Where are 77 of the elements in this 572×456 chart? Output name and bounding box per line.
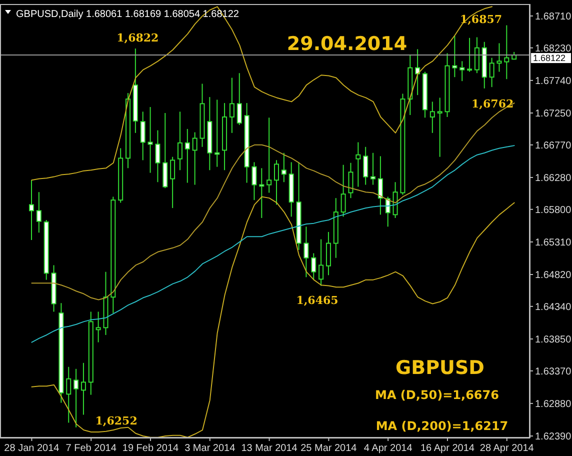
y-tick-label: 1.64340: [535, 302, 572, 313]
x-tick-label: 13 Mar 2014: [241, 443, 298, 454]
y-tick-label: 1.67740: [535, 76, 572, 87]
y-tick-label: 1.62390: [535, 432, 572, 443]
ref-line-label: 1.68122: [533, 53, 566, 64]
annotation: 1,6252: [95, 414, 138, 428]
annotation: 1,6465: [296, 294, 338, 307]
candlestick: [326, 231, 331, 276]
candlestick: [229, 77, 234, 134]
candlestick: [304, 226, 309, 278]
candlestick: [274, 160, 279, 206]
candlestick: [192, 132, 198, 186]
candlestick: [36, 192, 42, 234]
candlestick: [170, 156, 176, 209]
candlestick: [184, 128, 190, 184]
y-tick-label: 1.68230: [535, 43, 572, 54]
annotation: GBPUSD: [396, 357, 484, 379]
candlestick: [496, 42, 502, 72]
y-tick-label: 1.66280: [535, 173, 572, 184]
x-tick-label: 28 Jan 2014: [4, 443, 60, 454]
x-tick-label: 16 Apr 2014: [420, 443, 475, 454]
candlestick: [140, 111, 146, 161]
annotation: MA (D,200)=1,6217: [376, 419, 508, 433]
line-series: [31, 145, 515, 343]
candlestick: [318, 238, 324, 286]
x-tick-label: 4 Apr 2014: [364, 443, 413, 454]
annotation: 1,6822: [116, 32, 159, 45]
candlestick: [415, 48, 420, 96]
candlestick: [467, 37, 472, 72]
x-tick-label: 7 Feb 2014: [66, 443, 117, 454]
y-tick-label: 1.68710: [535, 12, 572, 23]
candlestick: [66, 366, 72, 424]
y-tick-label: 1.63370: [535, 366, 572, 378]
candlestick: [236, 72, 242, 126]
candlestick: [504, 24, 510, 80]
candlestick: [378, 156, 383, 216]
candlestick: [348, 162, 354, 199]
candlestick: [430, 101, 435, 134]
candlestick: [177, 111, 182, 171]
y-tick-label: 1.62880: [535, 398, 572, 410]
candlestick: [162, 112, 168, 189]
candlestick: [356, 142, 361, 188]
annotation: MA (D,50)=1,6676: [375, 388, 499, 402]
x-tick-label: 28 Apr 2014: [480, 443, 534, 454]
x-tick-label: 25 Mar 2014: [300, 443, 358, 454]
candlestick: [489, 57, 494, 88]
candlestick: [460, 60, 465, 82]
candlestick: [437, 97, 442, 158]
y-tick-label: 1.65800: [535, 204, 572, 216]
candlestick: [155, 130, 160, 183]
candlestick: [370, 152, 376, 186]
candlestick: [392, 182, 398, 219]
candlestick: [214, 99, 220, 168]
y-tick-label: 1.65310: [535, 237, 572, 248]
x-tick-label: 3 Mar 2014: [184, 443, 236, 454]
annotation: 1,6762: [472, 97, 514, 110]
y-tick-label: 1.63850: [535, 334, 572, 346]
y-tick-label: 1.67250: [535, 108, 572, 120]
candlestick: [96, 311, 101, 343]
candlestick: [74, 368, 79, 428]
annotation: 29.04.2014: [286, 33, 408, 55]
x-tick-label: 19 Feb 2014: [122, 443, 180, 454]
candlestick: [80, 362, 86, 416]
candlestick: [259, 168, 264, 219]
candlestick: [311, 252, 316, 280]
candlestick: [474, 36, 480, 74]
candlestick: [148, 106, 153, 174]
y-tick-label: 1.64820: [535, 270, 572, 282]
line-series: [31, 196, 515, 438]
candlestick: [363, 146, 368, 186]
candlestick: [340, 164, 346, 218]
candlestick: [452, 35, 458, 78]
y-tick-label: 1.66770: [535, 140, 572, 152]
candlestick: [252, 162, 257, 201]
candlestick: [29, 180, 34, 240]
candlestick: [266, 117, 272, 194]
candlestick: [281, 152, 286, 183]
